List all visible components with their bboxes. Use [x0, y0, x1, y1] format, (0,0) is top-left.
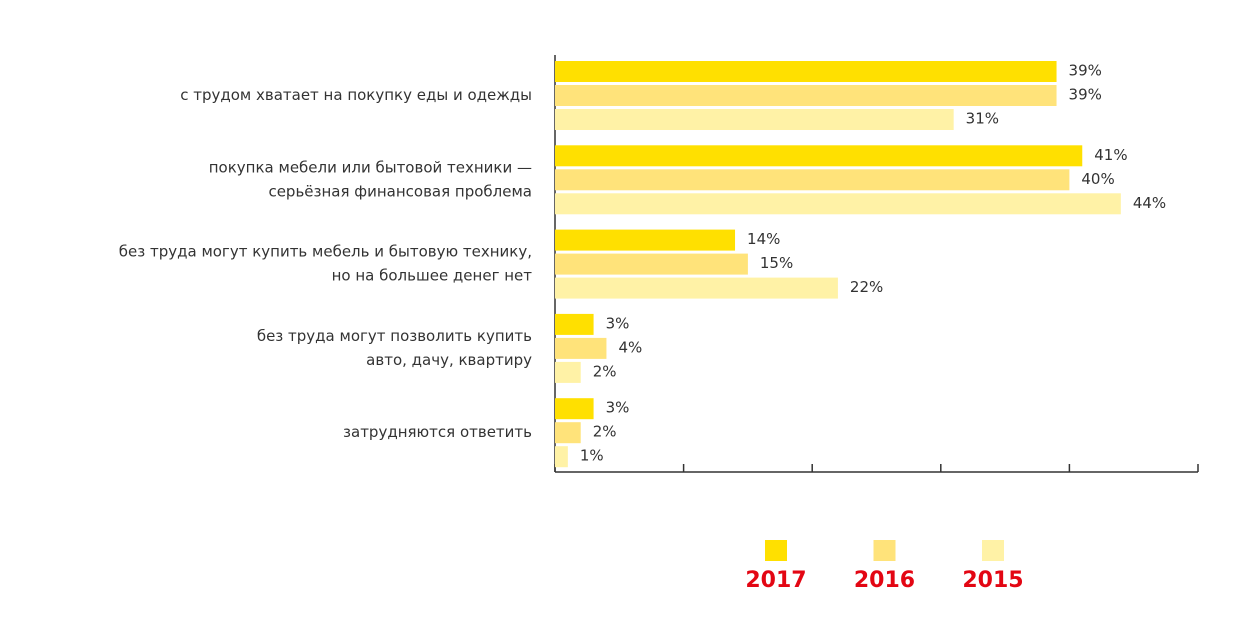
value-label: 2% [593, 362, 617, 380]
bar [555, 313, 594, 335]
value-label: 3% [606, 399, 630, 417]
value-label: 44% [1133, 194, 1166, 212]
value-label: 39% [1069, 62, 1102, 80]
bar [555, 446, 568, 468]
legend-swatch [982, 540, 1004, 561]
legend-label: 2015 [962, 568, 1023, 593]
bar [555, 277, 838, 299]
bar [555, 61, 1057, 82]
bar [555, 337, 607, 359]
bar [555, 145, 1083, 167]
value-label: 3% [606, 314, 630, 332]
bar [555, 361, 581, 383]
category-label: без труда могут позволить купить авто, да… [257, 326, 532, 368]
value-label: 39% [1069, 86, 1102, 104]
legend-swatch [765, 540, 787, 561]
value-label: 14% [747, 230, 780, 248]
legend-label: 2016 [854, 568, 915, 593]
value-label: 4% [618, 338, 642, 356]
legend-label: 2017 [745, 568, 806, 593]
bar [555, 422, 581, 444]
bar [555, 169, 1070, 191]
value-label: 15% [760, 254, 793, 272]
category-label: с трудом хватает на покупку еды и одежды [180, 86, 532, 104]
category-label: без труда могут купить мебель и бытовую … [119, 242, 533, 284]
value-label: 40% [1081, 170, 1114, 188]
bar [555, 85, 1057, 106]
value-label: 2% [593, 423, 617, 441]
value-label: 1% [580, 447, 604, 465]
bar [555, 109, 954, 130]
bar [555, 398, 594, 420]
value-label: 41% [1094, 146, 1127, 164]
value-label: 22% [850, 278, 883, 296]
bar [555, 193, 1121, 215]
bar [555, 229, 736, 251]
category-label: затрудняются ответить [343, 423, 532, 441]
category-label: покупка мебели или бытовой техники — серь… [209, 158, 532, 200]
legend-swatch [873, 540, 896, 561]
bar [555, 253, 748, 275]
value-label: 31% [966, 110, 999, 128]
